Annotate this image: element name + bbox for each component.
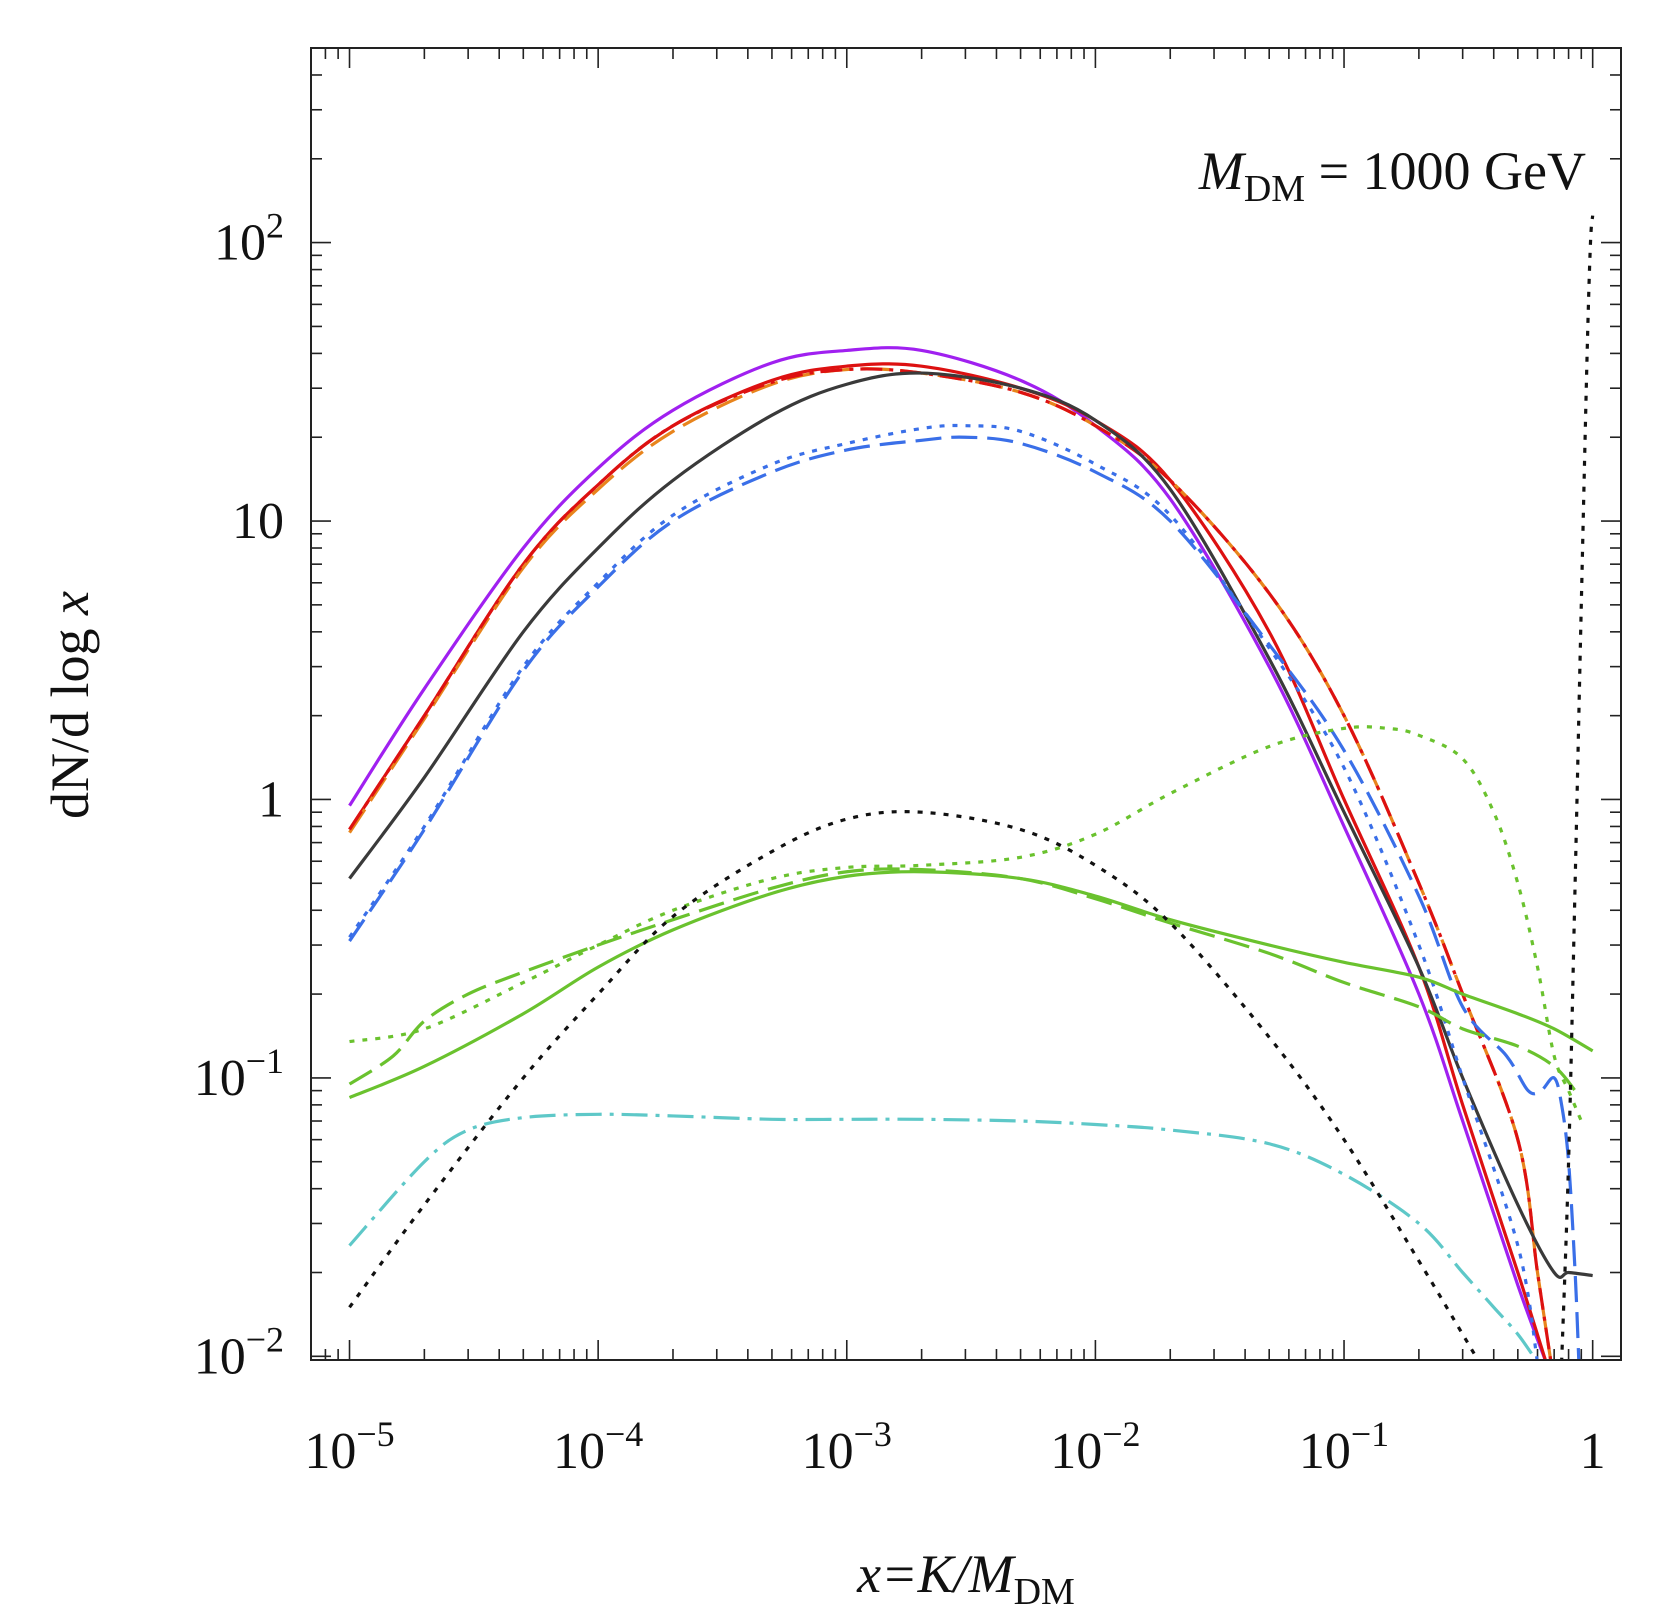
annotation-text: = 1000 GeV (1305, 141, 1586, 201)
series-layer (348, 215, 1595, 1360)
x-axis-title-sub: DM (1014, 1571, 1075, 1613)
y-tick-label: 102 (214, 206, 284, 272)
y-tick-label: 1 (258, 771, 284, 828)
axis-ticks (310, 47, 1621, 1360)
series-black-dotted-endpoint (1560, 215, 1595, 1360)
y-tick-label: 10−1 (194, 1041, 284, 1107)
series-green-dotted (349, 725, 1583, 1122)
tick-labels: 10−5 10−4 10−3 10−2 10−1 1 10−2 10−1 1 10 102 (194, 206, 1606, 1480)
y-tick-label: 10 (232, 493, 284, 550)
y-tick-label: 10−2 (194, 1319, 284, 1385)
x-tick-label: 1 (1580, 1423, 1606, 1480)
series-red-solid (348, 362, 1548, 1360)
x-tick-label: 10−4 (553, 1414, 643, 1480)
x-tick-label: 10−1 (1299, 1414, 1389, 1480)
x-tick-label: 10−2 (1050, 1414, 1140, 1480)
series-black-dotted (348, 810, 1480, 1360)
x-axis-title-var: x (856, 1544, 881, 1604)
x-axis-title: x=K/MDM (856, 1544, 1075, 1613)
x-tick-label: 10−5 (304, 1414, 394, 1480)
annotation: MDM = 1000 GeV (1198, 141, 1586, 210)
y-axis-title-var: x (40, 591, 100, 616)
annotation-subscript: DM (1244, 168, 1305, 210)
plot-frame (310, 47, 1622, 1361)
series-blue-dashed (348, 435, 1581, 1360)
series-red-dotdashed (348, 367, 1553, 1360)
x-tick-label: 10−3 (802, 1414, 892, 1480)
y-axis-title: dN/d log x (40, 591, 100, 819)
x-axis-title-mid: =K/M (881, 1544, 1016, 1604)
series-cyan-dotdashed (348, 1112, 1538, 1360)
series-blue-dotted (348, 423, 1539, 1360)
y-axis-title-pre: dN/d log (40, 615, 100, 819)
series-dark-gray-solid (348, 371, 1593, 1279)
annotation-symbol: M (1198, 141, 1247, 201)
series-green-solid (348, 870, 1594, 1100)
